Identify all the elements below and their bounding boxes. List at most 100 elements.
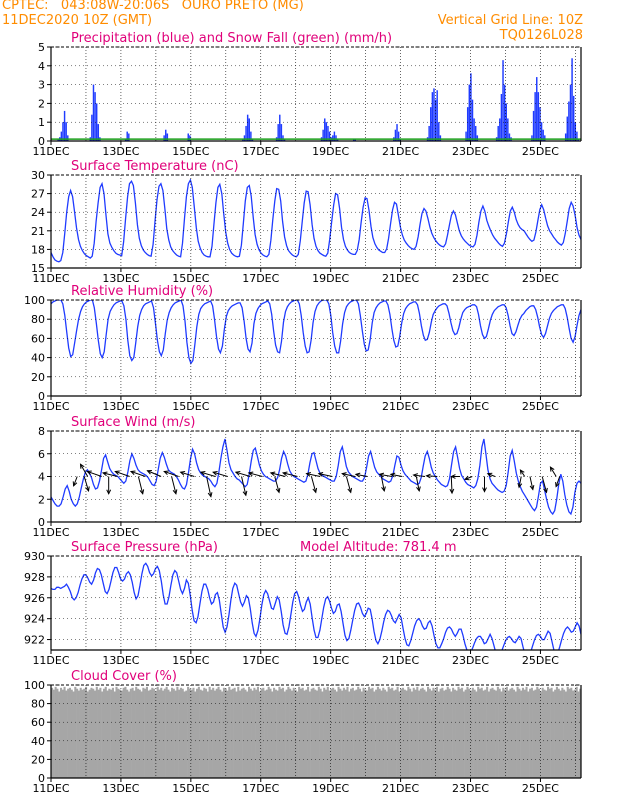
cloud-bar xyxy=(70,689,73,778)
precip-bar xyxy=(62,122,64,141)
cloud-bar xyxy=(319,688,322,778)
plot-area xyxy=(51,58,581,141)
cloud-bar xyxy=(312,687,315,778)
cloud-bar xyxy=(462,691,465,778)
cloud-bar xyxy=(407,686,410,778)
x-tick-label: 11DEC xyxy=(32,272,69,285)
panel-title: Cloud Cover (%) xyxy=(71,669,177,684)
cloud-bar xyxy=(153,688,156,778)
cloud-bar xyxy=(280,688,283,778)
cloud-bar xyxy=(400,688,403,778)
y-tick-label: 930 xyxy=(24,550,45,563)
cloud-bar xyxy=(448,688,451,778)
cloud-bar xyxy=(382,687,385,778)
cloud-bar xyxy=(389,688,392,778)
series-line xyxy=(51,178,581,263)
cloud-bar xyxy=(536,686,539,778)
cloud-bar xyxy=(215,688,218,778)
cloud-bar xyxy=(392,690,396,778)
cloud-bar xyxy=(428,688,431,778)
y-tick-label: 60 xyxy=(31,716,45,729)
cloud-bar xyxy=(183,691,186,778)
wind-arrow xyxy=(146,470,162,477)
y-tick-label: 27 xyxy=(31,188,45,201)
x-tick-label: 15DEC xyxy=(172,145,209,158)
x-tick-label: 19DEC xyxy=(312,272,349,285)
y-tick-label: 20 xyxy=(31,753,45,766)
cloud-bar xyxy=(351,687,354,778)
cloud-bar xyxy=(378,688,381,778)
panel-title: Surface Wind (m/s) xyxy=(71,415,195,430)
cloud-bar xyxy=(99,687,102,778)
wind-arrow xyxy=(179,471,195,477)
cloud-bar xyxy=(52,689,55,778)
x-tick-label: 25DEC xyxy=(522,782,559,795)
cloud-bar xyxy=(54,686,57,778)
cloud-bar xyxy=(369,688,372,778)
cloud-bar xyxy=(455,690,458,778)
cloud-bar xyxy=(196,688,199,778)
precip-bar xyxy=(475,125,477,141)
cloud-bar xyxy=(495,690,498,778)
wind-arrow xyxy=(171,476,178,495)
cloud-bar xyxy=(380,690,383,778)
cloud-bar xyxy=(142,687,145,778)
cloud-bar xyxy=(81,689,84,778)
x-tick-label: 17DEC xyxy=(242,654,279,667)
cloud-bar xyxy=(552,691,555,778)
cloud-bar xyxy=(79,687,82,778)
cloud-bar xyxy=(512,689,516,778)
cloud-bar xyxy=(384,689,387,778)
cloud-bar xyxy=(256,686,259,778)
cloud-bar xyxy=(502,687,505,778)
cloud-bar xyxy=(113,691,116,778)
cloud-bar xyxy=(170,687,174,778)
precip-bar xyxy=(166,133,169,141)
cloud-bar xyxy=(167,689,170,778)
x-tick-label: 25DEC xyxy=(522,654,559,667)
precip-bar xyxy=(242,139,244,141)
cloud-bar xyxy=(149,689,152,778)
cloud-bar xyxy=(120,690,123,778)
cloud-bar xyxy=(228,686,231,778)
series-line xyxy=(51,300,581,365)
x-tick-label: 17DEC xyxy=(242,526,279,539)
wind-arrow xyxy=(234,470,251,477)
x-tick-label: 15DEC xyxy=(172,400,209,413)
cloud-bar xyxy=(221,691,224,778)
cloud-bar xyxy=(358,688,362,778)
x-tick-label: 21DEC xyxy=(382,145,419,158)
cloud-bar xyxy=(210,689,213,778)
cloud-bar xyxy=(321,691,324,778)
cloud-bar xyxy=(136,688,140,778)
cloud-bar xyxy=(83,688,86,778)
panel-title: Surface Pressure (hPa) xyxy=(71,540,218,555)
precip-bar xyxy=(542,129,544,141)
grid-note: Vertical Grid Line: 10Z xyxy=(437,13,583,28)
y-tick-label: 80 xyxy=(31,313,45,326)
cloud-bar xyxy=(484,689,487,778)
y-tick-label: 2 xyxy=(38,97,45,110)
precip-bar xyxy=(250,131,252,141)
y-tick-label: 8 xyxy=(38,425,45,438)
cloud-bar xyxy=(559,690,562,778)
cloud-bar xyxy=(213,690,217,778)
x-tick-label: 15DEC xyxy=(172,782,209,795)
cloud-bar xyxy=(68,687,71,778)
cloud-bar xyxy=(452,687,455,778)
cloud-bar xyxy=(480,687,483,778)
precip-bar xyxy=(500,94,503,141)
cloud-bar xyxy=(371,687,374,778)
wind-arrow xyxy=(517,476,523,489)
cloud-bar xyxy=(110,689,113,778)
x-tick-label: 11DEC xyxy=(32,526,69,539)
cloud-bar xyxy=(570,687,573,778)
panel-annotation: Model Altitude: 781.4 m xyxy=(300,540,457,555)
cloud-bar xyxy=(328,690,331,778)
cloud-bar xyxy=(226,690,229,778)
cloud-bar xyxy=(111,687,114,778)
precip-bar xyxy=(354,139,356,141)
cloud-bar xyxy=(430,690,433,778)
x-tick-label: 15DEC xyxy=(172,654,209,667)
